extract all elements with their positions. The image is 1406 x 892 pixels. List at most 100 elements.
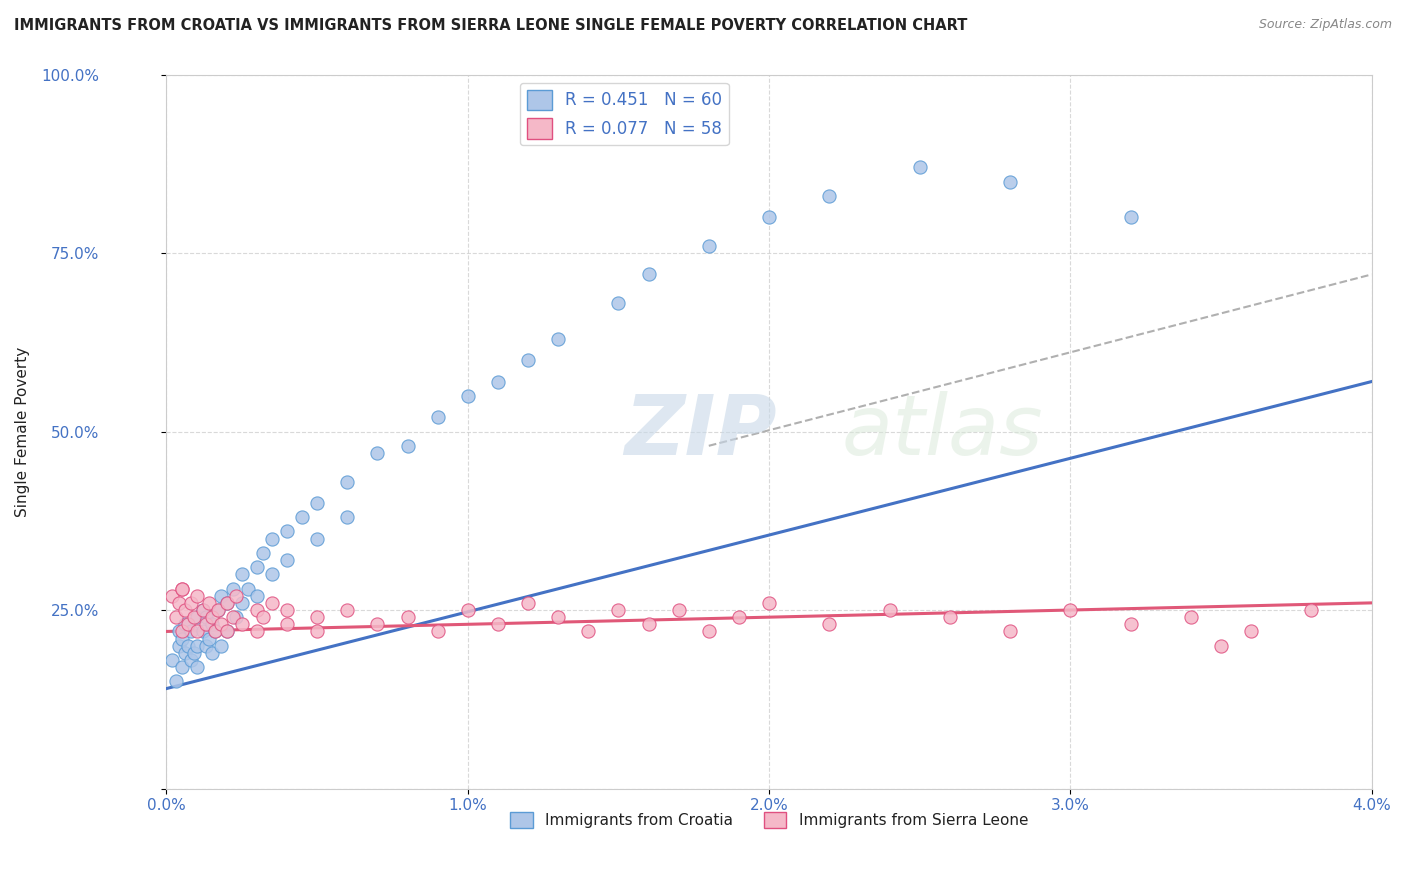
- Point: [186, 639, 208, 653]
- Point: [176, 639, 198, 653]
- Point: [336, 510, 359, 524]
- Point: [939, 610, 962, 624]
- Point: [167, 639, 190, 653]
- Point: [291, 510, 314, 524]
- Point: [426, 624, 449, 639]
- Point: [201, 610, 224, 624]
- Point: [486, 375, 509, 389]
- Point: [170, 582, 193, 596]
- Point: [486, 617, 509, 632]
- Point: [201, 646, 224, 660]
- Text: IMMIGRANTS FROM CROATIA VS IMMIGRANTS FROM SIERRA LEONE SINGLE FEMALE POVERTY CO: IMMIGRANTS FROM CROATIA VS IMMIGRANTS FR…: [14, 18, 967, 33]
- Point: [547, 610, 569, 624]
- Point: [165, 610, 187, 624]
- Legend: Immigrants from Croatia, Immigrants from Sierra Leone: Immigrants from Croatia, Immigrants from…: [503, 806, 1035, 834]
- Point: [637, 617, 659, 632]
- Point: [197, 596, 219, 610]
- Point: [191, 603, 214, 617]
- Point: [396, 439, 419, 453]
- Point: [246, 589, 269, 603]
- Point: [517, 596, 540, 610]
- Point: [165, 674, 187, 689]
- Point: [231, 596, 253, 610]
- Point: [818, 189, 841, 203]
- Point: [307, 496, 329, 510]
- Point: [246, 624, 269, 639]
- Point: [215, 596, 238, 610]
- Point: [167, 596, 190, 610]
- Point: [396, 610, 419, 624]
- Point: [366, 446, 388, 460]
- Point: [194, 639, 217, 653]
- Text: atlas: atlas: [841, 391, 1043, 472]
- Point: [183, 610, 205, 624]
- Point: [1240, 624, 1263, 639]
- Point: [260, 596, 283, 610]
- Point: [194, 617, 217, 632]
- Point: [225, 589, 247, 603]
- Y-axis label: Single Female Poverty: Single Female Poverty: [15, 346, 30, 516]
- Point: [173, 646, 195, 660]
- Point: [758, 596, 780, 610]
- Point: [231, 617, 253, 632]
- Point: [998, 175, 1021, 189]
- Point: [176, 617, 198, 632]
- Point: [186, 589, 208, 603]
- Point: [576, 624, 599, 639]
- Point: [697, 624, 720, 639]
- Point: [252, 610, 274, 624]
- Point: [201, 617, 224, 632]
- Point: [186, 624, 208, 639]
- Point: [1209, 639, 1232, 653]
- Point: [207, 603, 229, 617]
- Point: [207, 603, 229, 617]
- Point: [225, 610, 247, 624]
- Point: [215, 624, 238, 639]
- Point: [246, 560, 269, 574]
- Point: [173, 603, 195, 617]
- Point: [307, 610, 329, 624]
- Point: [607, 296, 630, 310]
- Point: [1059, 603, 1081, 617]
- Point: [818, 617, 841, 632]
- Point: [215, 624, 238, 639]
- Point: [336, 603, 359, 617]
- Point: [276, 524, 298, 539]
- Point: [170, 582, 193, 596]
- Point: [366, 617, 388, 632]
- Point: [998, 624, 1021, 639]
- Point: [191, 624, 214, 639]
- Point: [668, 603, 690, 617]
- Point: [186, 610, 208, 624]
- Point: [336, 475, 359, 489]
- Point: [186, 660, 208, 674]
- Point: [180, 653, 202, 667]
- Point: [162, 589, 184, 603]
- Point: [260, 567, 283, 582]
- Point: [252, 546, 274, 560]
- Point: [222, 582, 245, 596]
- Point: [276, 553, 298, 567]
- Text: ZIP: ZIP: [624, 391, 778, 472]
- Point: [246, 603, 269, 617]
- Point: [170, 660, 193, 674]
- Point: [204, 624, 226, 639]
- Point: [215, 596, 238, 610]
- Point: [236, 582, 259, 596]
- Point: [183, 646, 205, 660]
- Point: [307, 624, 329, 639]
- Point: [167, 624, 190, 639]
- Point: [607, 603, 630, 617]
- Point: [209, 617, 232, 632]
- Point: [728, 610, 751, 624]
- Point: [457, 603, 479, 617]
- Point: [173, 617, 195, 632]
- Point: [1180, 610, 1202, 624]
- Point: [637, 268, 659, 282]
- Point: [426, 410, 449, 425]
- Point: [879, 603, 901, 617]
- Point: [260, 532, 283, 546]
- Point: [457, 389, 479, 403]
- Point: [276, 617, 298, 632]
- Point: [194, 610, 217, 624]
